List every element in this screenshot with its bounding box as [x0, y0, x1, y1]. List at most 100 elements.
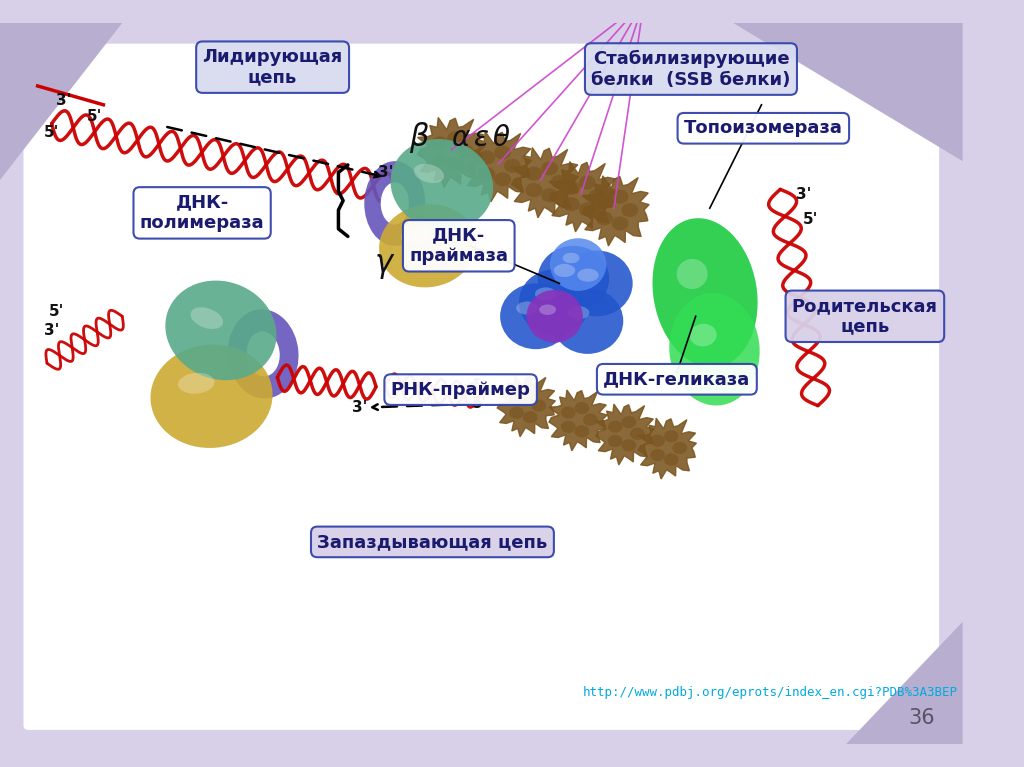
Ellipse shape — [495, 146, 511, 160]
Ellipse shape — [650, 435, 665, 447]
Ellipse shape — [523, 411, 538, 423]
Text: ε: ε — [474, 123, 488, 152]
Ellipse shape — [541, 188, 558, 202]
Text: ДНК-
полимераза: ДНК- полимераза — [140, 193, 264, 232]
Ellipse shape — [478, 150, 496, 165]
Ellipse shape — [531, 400, 546, 412]
Ellipse shape — [579, 176, 596, 189]
Ellipse shape — [541, 161, 558, 176]
Ellipse shape — [414, 164, 444, 183]
Ellipse shape — [447, 131, 464, 146]
Ellipse shape — [457, 145, 474, 159]
Ellipse shape — [589, 189, 605, 203]
Text: α: α — [452, 123, 470, 152]
Text: ДНК-геликаза: ДНК-геликаза — [603, 370, 751, 388]
Ellipse shape — [664, 430, 679, 443]
Ellipse shape — [611, 216, 629, 231]
Ellipse shape — [561, 407, 575, 419]
Ellipse shape — [190, 308, 223, 329]
Ellipse shape — [574, 425, 589, 437]
Text: 3': 3' — [796, 186, 811, 202]
Ellipse shape — [447, 158, 464, 173]
Ellipse shape — [652, 218, 758, 367]
Text: 5': 5' — [86, 109, 101, 123]
Ellipse shape — [670, 293, 760, 406]
Ellipse shape — [504, 159, 521, 173]
Ellipse shape — [516, 301, 538, 314]
Ellipse shape — [650, 449, 665, 461]
Ellipse shape — [574, 402, 589, 414]
Ellipse shape — [563, 197, 580, 211]
Ellipse shape — [562, 253, 580, 263]
Text: Стабилизирующие
белки  (SSB белки): Стабилизирующие белки (SSB белки) — [591, 50, 791, 88]
Text: 5': 5' — [472, 397, 487, 411]
Ellipse shape — [568, 306, 590, 319]
Polygon shape — [582, 176, 649, 246]
Text: РНК-праймер: РНК-праймер — [391, 380, 530, 399]
Ellipse shape — [563, 180, 580, 195]
Text: Топоизомераза: Топоизомераза — [684, 120, 843, 137]
Ellipse shape — [519, 269, 591, 335]
Text: 5': 5' — [803, 212, 818, 227]
Ellipse shape — [431, 137, 449, 150]
Text: 3': 3' — [352, 400, 368, 415]
Ellipse shape — [379, 204, 476, 288]
Ellipse shape — [561, 251, 633, 316]
Ellipse shape — [535, 288, 556, 301]
Text: β: β — [409, 122, 428, 153]
Ellipse shape — [525, 166, 543, 180]
Ellipse shape — [677, 259, 708, 289]
Polygon shape — [638, 418, 696, 479]
Polygon shape — [549, 390, 607, 451]
Polygon shape — [846, 622, 963, 744]
Ellipse shape — [596, 195, 612, 209]
Text: ДНК-
праймаза: ДНК- праймаза — [410, 226, 508, 265]
Ellipse shape — [390, 139, 494, 230]
Ellipse shape — [608, 435, 623, 447]
Ellipse shape — [611, 189, 629, 204]
Ellipse shape — [401, 227, 430, 244]
Ellipse shape — [525, 183, 543, 197]
Polygon shape — [733, 23, 963, 161]
Ellipse shape — [165, 281, 276, 380]
Text: 5': 5' — [49, 304, 65, 319]
Ellipse shape — [523, 388, 538, 400]
Ellipse shape — [622, 416, 636, 428]
Text: 3': 3' — [378, 165, 393, 180]
Ellipse shape — [551, 175, 567, 189]
Ellipse shape — [509, 407, 524, 419]
Polygon shape — [512, 147, 579, 218]
Text: Родительская
цепь: Родительская цепь — [792, 297, 938, 336]
Ellipse shape — [596, 211, 612, 225]
Ellipse shape — [478, 167, 496, 181]
Polygon shape — [465, 132, 531, 202]
Ellipse shape — [500, 283, 571, 349]
Ellipse shape — [622, 203, 638, 217]
Ellipse shape — [381, 183, 409, 225]
Text: 3': 3' — [44, 323, 59, 338]
Ellipse shape — [431, 153, 449, 167]
Ellipse shape — [554, 264, 575, 277]
Ellipse shape — [550, 239, 606, 291]
Ellipse shape — [247, 331, 280, 377]
Text: θ: θ — [493, 123, 510, 152]
Ellipse shape — [561, 421, 575, 433]
Ellipse shape — [538, 245, 609, 311]
Ellipse shape — [579, 202, 596, 216]
Text: 5': 5' — [44, 126, 59, 140]
Ellipse shape — [178, 373, 214, 393]
Polygon shape — [418, 117, 484, 188]
Ellipse shape — [228, 309, 299, 399]
Ellipse shape — [365, 161, 425, 245]
Ellipse shape — [539, 304, 556, 315]
Ellipse shape — [578, 268, 599, 281]
Ellipse shape — [673, 442, 687, 454]
Ellipse shape — [689, 324, 717, 347]
Ellipse shape — [622, 439, 636, 452]
Polygon shape — [0, 23, 122, 180]
Text: 36: 36 — [908, 708, 935, 728]
Text: Запаздывающая цепь: Запаздывающая цепь — [317, 533, 548, 551]
Ellipse shape — [552, 288, 624, 354]
Ellipse shape — [151, 344, 272, 448]
Ellipse shape — [526, 290, 583, 343]
